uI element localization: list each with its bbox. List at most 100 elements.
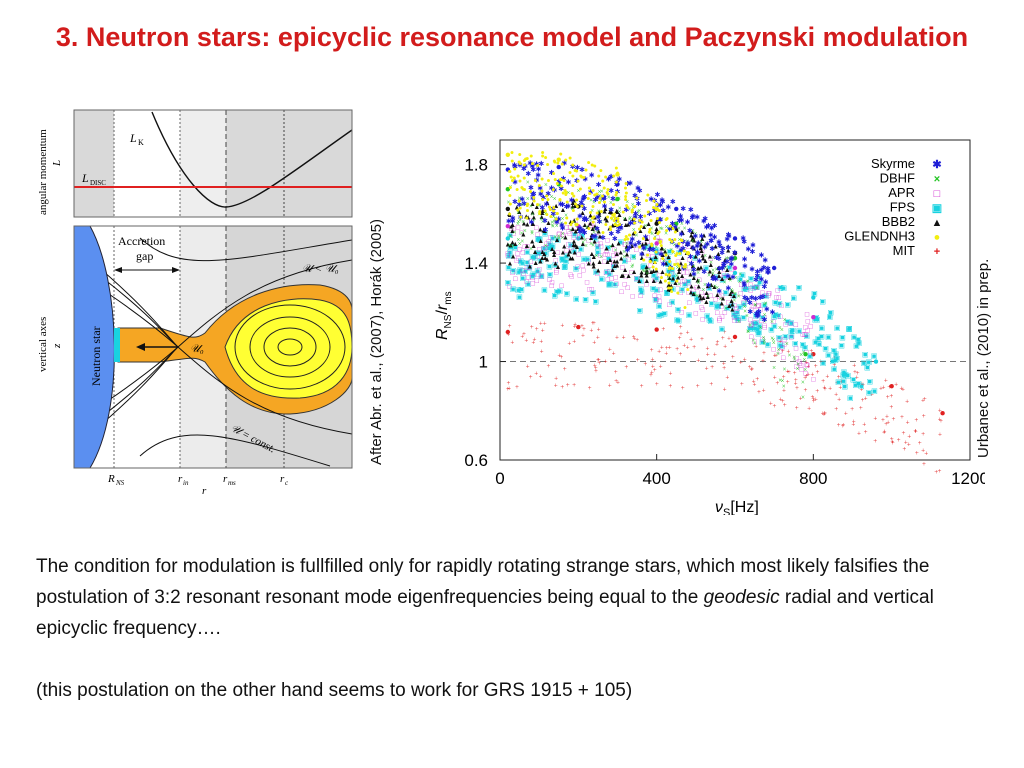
data-marker-MIT: +	[706, 351, 710, 359]
data-marker-DBHF: ×	[697, 276, 701, 284]
data-marker-BBB2: ▲	[643, 267, 650, 275]
data-marker-FPS: ▣	[507, 231, 514, 239]
data-marker-FPS: ▣	[529, 272, 536, 280]
data-marker-Skyrme: ✱	[556, 215, 562, 223]
data-marker-MIT: +	[721, 334, 725, 342]
data-marker-FPS: ▣	[796, 327, 803, 335]
data-marker-GLENDNH3: ●	[657, 228, 661, 236]
data-marker-DBHF: ×	[691, 227, 695, 235]
data-marker-FPS: ▣	[665, 255, 672, 263]
data-marker-MIT: +	[715, 340, 719, 348]
data-marker-GLENDNH3: ●	[601, 229, 605, 237]
data-marker-BBB2: ▲	[512, 240, 519, 248]
data-marker-GLENDNH3: ●	[551, 186, 555, 194]
data-marker-Skyrme: ✱	[652, 197, 658, 205]
data-marker-BBB2: ▲	[609, 266, 616, 274]
data-marker-BBB2: ▲	[524, 221, 531, 229]
data-marker-GLENDNH3: ●	[509, 173, 513, 181]
data-marker-DBHF: ×	[561, 215, 565, 223]
data-marker-Skyrme: ✱	[765, 265, 771, 273]
data-marker-DBHF: ×	[551, 222, 555, 230]
data-marker-GLENDNH3: ●	[516, 206, 520, 214]
data-marker-MIT: +	[804, 372, 808, 380]
data-marker-GLENDNH3: ●	[623, 236, 627, 244]
data-marker-MIT: +	[640, 382, 644, 390]
data-point-APR	[811, 315, 816, 320]
data-marker-MIT: +	[539, 373, 543, 381]
svg-text:R: R	[107, 473, 115, 485]
data-marker-GLENDNH3: ●	[588, 208, 592, 216]
legend-marker: ▣	[932, 203, 942, 215]
data-marker-GLENDNH3: ●	[649, 216, 653, 224]
data-marker-MIT: +	[650, 368, 654, 376]
data-marker-APR: □	[811, 375, 816, 383]
data-marker-MIT: +	[573, 321, 577, 329]
data-marker-DBHF: ×	[631, 261, 635, 269]
data-marker-FPS: ▣	[692, 253, 699, 261]
data-marker-DBHF: ×	[538, 201, 542, 209]
data-marker-APR: □	[527, 264, 532, 272]
data-marker-MIT: +	[762, 349, 766, 357]
data-marker-Skyrme: ✱	[612, 235, 618, 243]
data-marker-GLENDNH3: ●	[651, 263, 655, 271]
data-marker-FPS: ▣	[675, 306, 682, 314]
data-marker-MIT: +	[889, 392, 893, 400]
data-marker-MIT: +	[825, 373, 829, 381]
data-marker-GLENDNH3: ●	[667, 265, 671, 273]
data-marker-DBHF: ×	[706, 293, 710, 301]
data-marker-DBHF: ×	[622, 253, 626, 261]
data-marker-Skyrme: ✱	[716, 288, 722, 296]
data-marker-GLENDNH3: ●	[682, 263, 686, 271]
data-marker-FPS: ▣	[715, 301, 722, 309]
data-marker-BBB2: ▲	[675, 273, 682, 281]
data-marker-GLENDNH3: ●	[609, 214, 613, 222]
data-marker-BBB2: ▲	[587, 211, 594, 219]
data-marker-BBB2: ▲	[581, 221, 588, 229]
data-point-BBB2	[732, 251, 738, 256]
data-marker-BBB2: ▲	[662, 248, 669, 256]
data-marker-DBHF: ×	[655, 257, 659, 265]
data-point-MIT	[940, 411, 945, 416]
data-marker-FPS: ▣	[704, 312, 711, 320]
data-marker-APR: □	[509, 225, 514, 233]
data-marker-Skyrme: ✱	[629, 236, 635, 244]
data-marker-MIT: +	[907, 433, 911, 441]
data-marker-MIT: +	[906, 419, 910, 427]
data-marker-APR: □	[595, 225, 600, 233]
data-marker-BBB2: ▲	[729, 305, 736, 313]
data-marker-GLENDNH3: ●	[608, 223, 612, 231]
data-marker-APR: □	[541, 245, 546, 253]
data-marker-Skyrme: ✱	[608, 173, 614, 181]
data-marker-GLENDNH3: ●	[570, 218, 574, 226]
data-marker-GLENDNH3: ●	[530, 159, 534, 167]
data-marker-FPS: ▣	[535, 235, 542, 243]
data-marker-APR: □	[799, 361, 804, 369]
data-marker-GLENDNH3: ●	[575, 202, 579, 210]
data-marker-FPS: ▣	[526, 264, 533, 272]
data-marker-MIT: +	[822, 383, 826, 391]
data-marker-MIT: +	[913, 427, 917, 435]
data-marker-DBHF: ×	[509, 183, 513, 191]
data-marker-DBHF: ×	[516, 220, 520, 228]
data-marker-DBHF: ×	[743, 303, 747, 311]
data-marker-APR: □	[646, 233, 651, 241]
data-marker-FPS: ▣	[825, 351, 832, 359]
data-marker-FPS: ▣	[666, 260, 673, 268]
data-marker-FPS: ▣	[669, 277, 676, 285]
data-marker-GLENDNH3: ●	[516, 172, 520, 180]
data-marker-FPS: ▣	[820, 359, 827, 367]
data-marker-GLENDNH3: ●	[664, 270, 668, 278]
data-marker-GLENDNH3: ●	[614, 164, 618, 172]
data-marker-APR: □	[613, 274, 618, 282]
data-marker-FPS: ▣	[827, 308, 834, 316]
data-marker-DBHF: ×	[696, 279, 700, 287]
data-marker-BBB2: ▲	[596, 208, 603, 216]
data-marker-DBHF: ×	[614, 247, 618, 255]
data-marker-FPS: ▣	[637, 307, 644, 315]
data-marker-DBHF: ×	[704, 243, 708, 251]
data-marker-APR: □	[648, 262, 653, 270]
data-marker-DBHF: ×	[708, 282, 712, 290]
data-marker-APR: □	[694, 310, 699, 318]
data-marker-GLENDNH3: ●	[579, 172, 583, 180]
data-marker-FPS: ▣	[776, 334, 783, 342]
